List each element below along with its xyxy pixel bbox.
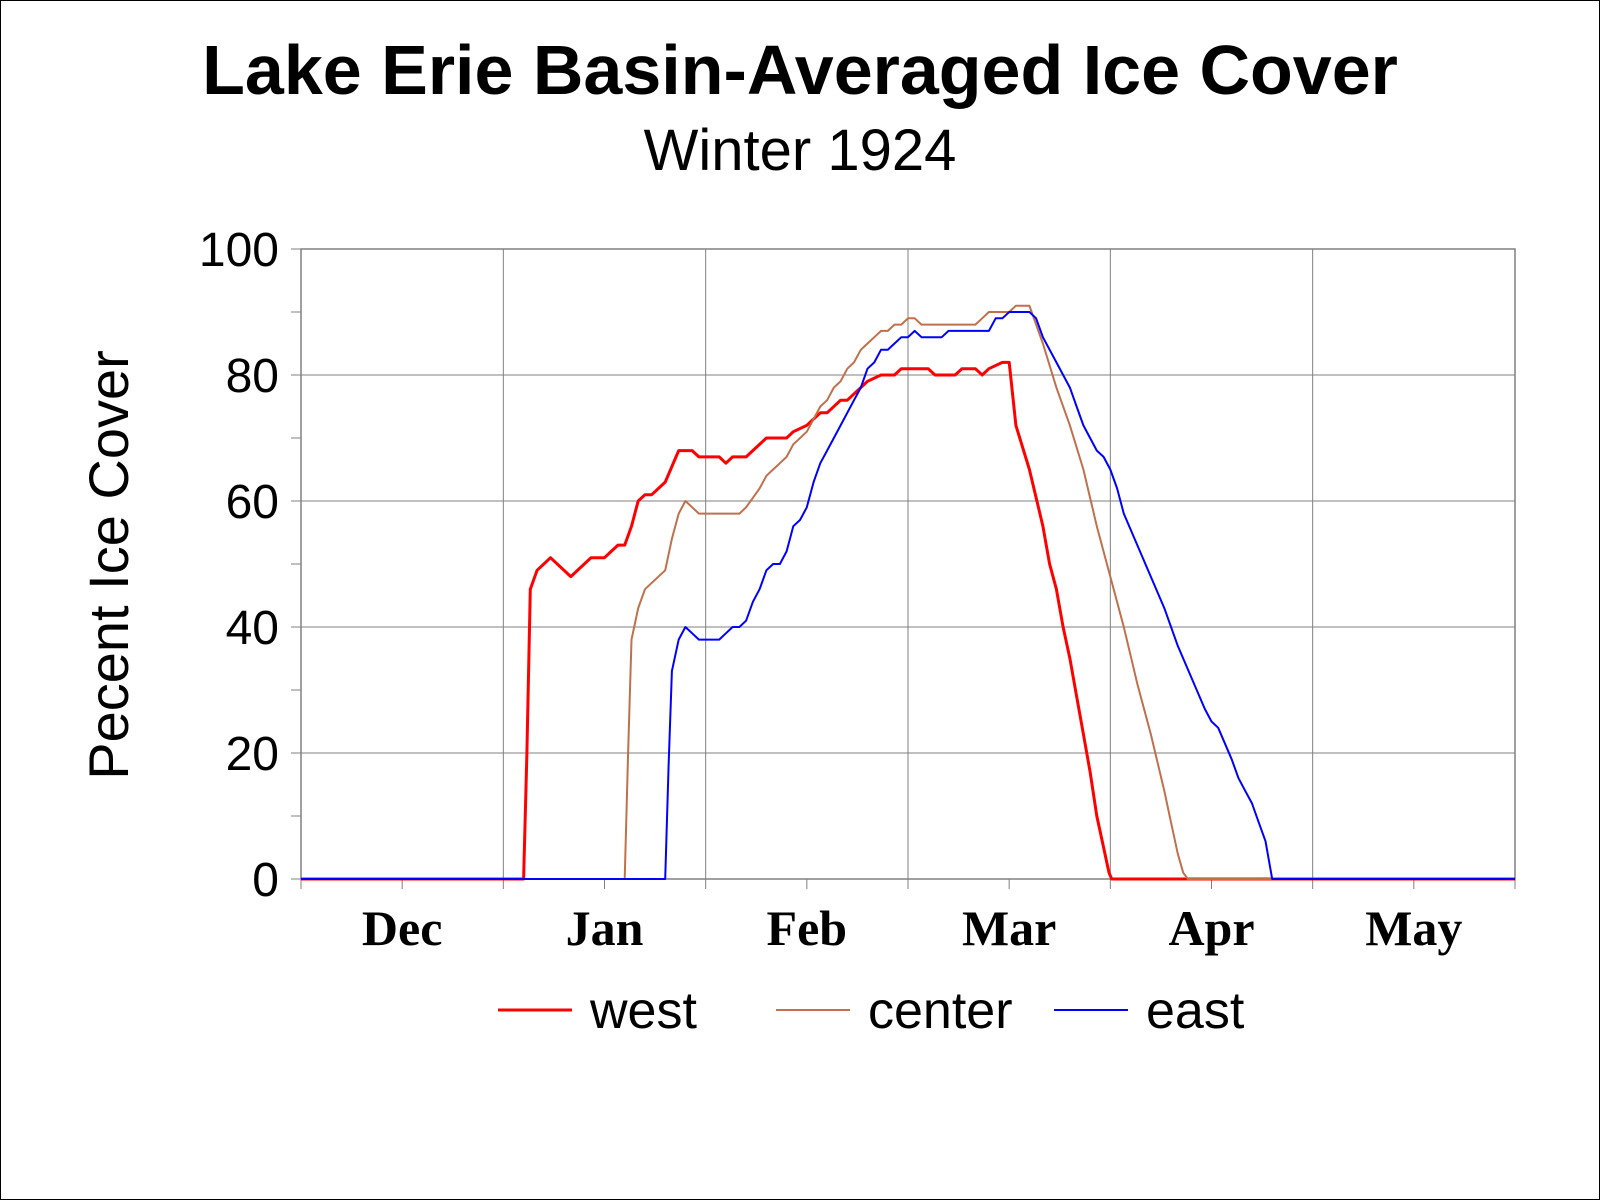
y-tick-label: 100 (199, 224, 279, 277)
x-tick-label: Dec (362, 900, 443, 956)
legend-label-west: west (589, 982, 697, 1040)
series-line-east (301, 311, 1515, 880)
y-axis-label: Pecent Ice Cover (77, 350, 140, 780)
series-lines (301, 304, 1515, 881)
legend-label-east: east (1146, 982, 1245, 1040)
series-line-center (301, 304, 1515, 880)
y-axis-ticks: 0 20 40 60 80 100 (199, 224, 301, 907)
series-line-west (301, 360, 1515, 881)
y-tick-label: 0 (252, 854, 279, 907)
x-tick-label: May (1365, 900, 1462, 956)
x-tick-label: Apr (1168, 900, 1254, 956)
legend-label-center: center (868, 982, 1013, 1040)
grid-lines (301, 248, 1515, 880)
y-tick-label: 20 (226, 728, 279, 781)
x-tick-label: Jan (566, 900, 644, 956)
y-tick-label: 60 (226, 476, 279, 529)
x-tick-label: Feb (767, 900, 848, 956)
x-tick-label: Mar (962, 900, 1056, 956)
y-tick-label: 40 (226, 602, 279, 655)
legend: west center east (498, 982, 1245, 1040)
chart-subtitle: Winter 1924 (643, 118, 957, 183)
y-tick-label: 80 (226, 350, 279, 403)
x-axis-ticks: Dec Jan Feb Mar Apr May (300, 879, 1516, 956)
chart-title: Lake Erie Basin-Averaged Ice Cover (202, 31, 1398, 109)
